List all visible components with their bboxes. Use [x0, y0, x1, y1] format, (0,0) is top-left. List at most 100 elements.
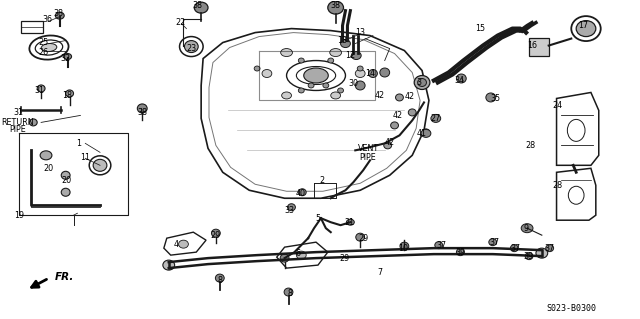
Ellipse shape	[40, 151, 52, 160]
Ellipse shape	[384, 142, 392, 149]
Text: 3: 3	[417, 78, 422, 87]
Ellipse shape	[282, 92, 291, 99]
Ellipse shape	[284, 288, 293, 296]
Text: 28: 28	[552, 181, 563, 190]
Text: 39: 39	[523, 252, 533, 261]
Ellipse shape	[338, 88, 344, 93]
Text: 1: 1	[76, 139, 81, 148]
Text: 12: 12	[346, 51, 355, 60]
Text: 24: 24	[552, 101, 563, 110]
Ellipse shape	[328, 1, 344, 14]
Ellipse shape	[456, 249, 464, 256]
Ellipse shape	[280, 254, 289, 262]
Text: PIPE: PIPE	[9, 125, 26, 134]
Ellipse shape	[184, 41, 198, 53]
Ellipse shape	[355, 70, 365, 78]
Text: 37: 37	[436, 241, 447, 250]
Text: 2: 2	[319, 176, 324, 185]
Text: 38: 38	[54, 9, 64, 18]
Text: 14: 14	[365, 69, 375, 78]
Text: 42: 42	[375, 91, 385, 100]
Text: S023-B0300: S023-B0300	[547, 303, 596, 313]
Ellipse shape	[346, 219, 355, 225]
Ellipse shape	[287, 204, 296, 211]
Text: 13: 13	[355, 28, 365, 37]
Ellipse shape	[64, 54, 72, 60]
Text: 25: 25	[38, 38, 48, 47]
Ellipse shape	[521, 224, 533, 233]
Text: 30: 30	[348, 79, 358, 88]
Ellipse shape	[298, 88, 304, 93]
Text: 38: 38	[331, 1, 340, 10]
Text: 15: 15	[475, 24, 485, 33]
Ellipse shape	[422, 129, 430, 136]
Ellipse shape	[486, 93, 495, 102]
Ellipse shape	[390, 122, 399, 129]
Ellipse shape	[355, 81, 365, 90]
Ellipse shape	[138, 104, 147, 113]
Ellipse shape	[408, 109, 416, 116]
Text: 40: 40	[295, 189, 305, 198]
Ellipse shape	[179, 240, 188, 248]
Ellipse shape	[340, 40, 350, 48]
Ellipse shape	[400, 242, 409, 250]
Ellipse shape	[356, 233, 365, 241]
Ellipse shape	[298, 189, 306, 196]
Text: 31: 31	[13, 108, 24, 117]
Ellipse shape	[435, 242, 443, 249]
Ellipse shape	[195, 2, 208, 13]
Text: 42: 42	[404, 92, 414, 101]
Text: 33: 33	[285, 206, 294, 215]
Ellipse shape	[308, 83, 314, 88]
Ellipse shape	[262, 70, 272, 78]
Text: 37: 37	[510, 244, 520, 253]
Text: 38: 38	[192, 1, 202, 10]
Ellipse shape	[357, 66, 363, 71]
Text: 8: 8	[287, 289, 292, 298]
Ellipse shape	[93, 159, 107, 171]
Ellipse shape	[61, 188, 70, 196]
Ellipse shape	[296, 251, 306, 259]
Text: 22: 22	[175, 18, 186, 27]
Ellipse shape	[330, 48, 342, 56]
Text: 37: 37	[490, 238, 500, 247]
Text: 32: 32	[61, 54, 71, 63]
Text: 29: 29	[358, 234, 368, 243]
Ellipse shape	[216, 274, 224, 282]
Text: 20: 20	[43, 164, 53, 173]
Text: 28: 28	[525, 141, 535, 150]
Text: 13: 13	[337, 36, 348, 45]
Text: 11: 11	[80, 153, 90, 162]
Ellipse shape	[489, 239, 497, 246]
Text: 23: 23	[186, 44, 196, 53]
Text: 27: 27	[431, 114, 441, 123]
Text: 8: 8	[218, 276, 222, 285]
FancyBboxPatch shape	[529, 38, 548, 56]
Text: 21: 21	[344, 218, 355, 227]
Text: 7: 7	[377, 268, 382, 277]
Ellipse shape	[546, 245, 554, 252]
Text: 29: 29	[339, 254, 349, 263]
Text: 38: 38	[137, 108, 147, 117]
Text: 5: 5	[316, 214, 321, 223]
Ellipse shape	[41, 43, 57, 52]
Text: 17: 17	[578, 21, 588, 30]
Text: RETURN: RETURN	[1, 118, 34, 127]
Ellipse shape	[421, 130, 431, 137]
Text: 4: 4	[174, 240, 179, 249]
Text: 18: 18	[63, 91, 72, 100]
Ellipse shape	[331, 92, 340, 99]
Ellipse shape	[525, 253, 533, 260]
Text: 9: 9	[524, 224, 529, 233]
Ellipse shape	[66, 90, 74, 97]
Ellipse shape	[163, 260, 175, 270]
Text: 36: 36	[42, 15, 52, 24]
Ellipse shape	[37, 85, 45, 92]
Ellipse shape	[29, 119, 37, 126]
Text: 20: 20	[61, 176, 72, 185]
Text: 42: 42	[392, 111, 403, 120]
Ellipse shape	[456, 74, 466, 83]
Text: 31: 31	[34, 86, 44, 95]
Ellipse shape	[323, 83, 329, 88]
Ellipse shape	[281, 48, 292, 56]
